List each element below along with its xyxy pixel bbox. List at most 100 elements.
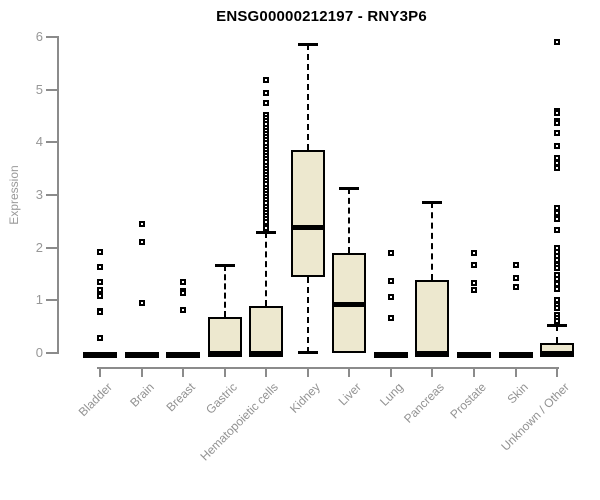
median-line [415, 352, 450, 357]
x-axis-label: Pancreas [401, 380, 448, 426]
median-line [540, 352, 575, 357]
y-tick [46, 88, 58, 91]
x-tick [306, 368, 309, 377]
x-tick [140, 368, 143, 377]
y-tick [46, 141, 58, 144]
outlier-point [554, 210, 561, 217]
outlier-point [387, 249, 394, 256]
box [290, 150, 325, 278]
x-tick [514, 368, 517, 377]
outlier-point [554, 120, 561, 127]
outlier-point [97, 278, 103, 285]
upper-whisker [265, 232, 268, 306]
outlier-point [263, 225, 270, 232]
y-tick-label: 3 [35, 187, 43, 202]
outlier-point [180, 306, 187, 313]
outlier-point [97, 292, 103, 299]
outlier-point [97, 248, 103, 255]
outlier-point [554, 130, 561, 137]
outlier-point [97, 264, 103, 271]
outlier-point [512, 284, 519, 291]
outlier-point [180, 289, 187, 296]
outlier-point [554, 155, 561, 162]
upper-whisker-cap [214, 264, 235, 268]
y-tick [46, 194, 58, 196]
box-collapsed [456, 352, 491, 358]
box-collapsed [373, 352, 408, 358]
y-tick [46, 299, 58, 302]
outlier-point [554, 265, 561, 272]
upper-whisker [431, 201, 434, 280]
outlier-point [387, 315, 394, 322]
outlier-point [554, 205, 561, 212]
x-tick [223, 368, 226, 377]
outlier-point [138, 238, 145, 245]
outlier-point [554, 143, 561, 150]
outlier-point [470, 249, 477, 256]
x-tick [431, 368, 434, 377]
upper-whisker [556, 325, 559, 343]
outlier-point [97, 335, 103, 342]
x-tick [182, 368, 185, 377]
x-axis-label: Kidney [286, 380, 323, 416]
box [540, 342, 575, 353]
upper-whisker [348, 188, 351, 254]
x-axis-label: Gastric [202, 380, 240, 417]
outlier-point [470, 262, 477, 269]
box [207, 316, 242, 353]
lower-whisker [306, 277, 309, 353]
outlier-point [138, 220, 145, 227]
outlier-point [138, 300, 145, 307]
upper-whisker-cap [297, 43, 318, 47]
x-axis-label: Prostate [447, 380, 489, 422]
outlier-point [554, 318, 561, 325]
outlier-point [180, 278, 187, 285]
outlier-point [554, 305, 561, 312]
x-tick [556, 368, 559, 377]
y-tick [46, 36, 58, 38]
y-tick-label: 0 [35, 345, 43, 360]
x-axis-label: Lung [376, 380, 406, 409]
x-axis-label: Hematopoietic cells [197, 380, 282, 464]
box-collapsed [498, 352, 533, 358]
y-tick-label: 5 [35, 81, 43, 97]
x-axis-label: Breast [163, 380, 198, 415]
upper-whisker [223, 265, 226, 317]
upper-whisker [306, 44, 309, 151]
outlier-point [470, 279, 477, 286]
lower-whisker-cap [297, 351, 318, 354]
outlier-point [554, 110, 561, 117]
x-tick [472, 368, 475, 377]
box [249, 305, 284, 353]
median-line [332, 301, 367, 307]
upper-whisker-cap [422, 200, 443, 204]
box-collapsed [83, 352, 117, 358]
x-axis-label: Skin [503, 380, 531, 407]
x-axis-label: Liver [335, 380, 365, 409]
upper-whisker-cap [256, 231, 277, 235]
chart-title: ENSG00000212197 - RNY3P6 [216, 8, 427, 25]
y-tick [46, 352, 58, 354]
y-axis-line [57, 36, 59, 354]
y-tick-label: 4 [35, 134, 43, 150]
median-line [249, 352, 284, 357]
outlier-point [554, 285, 561, 292]
box [415, 279, 450, 353]
outlier-point [554, 226, 561, 233]
x-axis-label: Brain [126, 380, 157, 410]
box-collapsed [124, 352, 159, 358]
outlier-point [512, 275, 519, 282]
median-line [290, 224, 325, 230]
outlier-point [470, 286, 477, 293]
box-collapsed [166, 352, 201, 358]
median-line [207, 352, 242, 357]
outlier-point [387, 293, 394, 300]
x-tick [99, 368, 101, 377]
x-axis-label: Bladder [75, 380, 115, 420]
outlier-point [263, 77, 270, 84]
outlier-point [263, 90, 270, 97]
x-tick [389, 368, 392, 377]
y-tick-label: 2 [35, 239, 43, 255]
outlier-point [263, 100, 270, 107]
